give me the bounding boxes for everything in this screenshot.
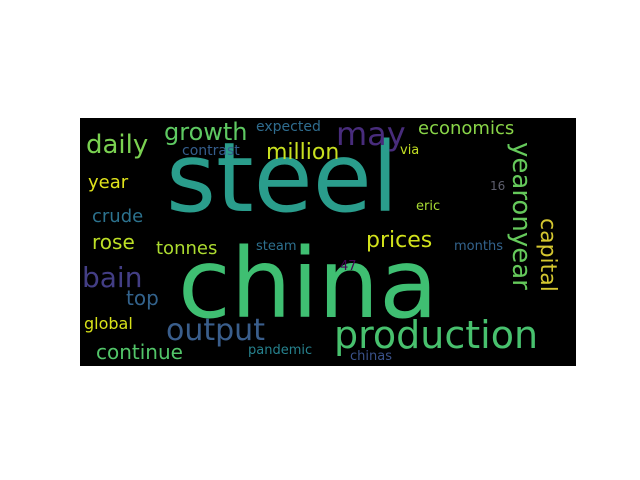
word-tonnes: tonnes bbox=[156, 238, 218, 259]
word-contrast: contrast bbox=[182, 143, 240, 159]
word-47: 47 bbox=[340, 259, 357, 274]
word-output: output bbox=[166, 313, 265, 348]
word-million: million bbox=[266, 140, 340, 165]
word-growth: growth bbox=[164, 118, 248, 146]
word-daily: daily bbox=[86, 130, 149, 160]
word-may: may bbox=[336, 118, 406, 153]
word-steel: steel bbox=[166, 122, 399, 234]
word-steam: steam bbox=[256, 239, 297, 254]
word-16: 16 bbox=[490, 179, 506, 193]
word-rose: rose bbox=[92, 230, 135, 254]
word-eric: eric bbox=[416, 199, 441, 214]
word-chinas: chinas bbox=[350, 349, 392, 364]
word-year: year bbox=[88, 172, 129, 193]
word-prices: prices bbox=[366, 228, 433, 253]
word-economics: economics bbox=[418, 118, 515, 139]
word-global: global bbox=[84, 314, 133, 333]
word-production: production bbox=[334, 313, 539, 357]
word-continue: continue bbox=[96, 340, 183, 364]
word-months: months bbox=[454, 239, 503, 254]
word-china: china bbox=[178, 228, 438, 340]
word-pandemic: pandemic bbox=[248, 343, 313, 358]
word-yearonyear: yearonyear bbox=[506, 142, 536, 290]
word-expected: expected bbox=[256, 119, 321, 135]
word-capital: capital bbox=[535, 218, 560, 292]
word-top: top bbox=[126, 286, 159, 310]
word-cloud: steel china production output may yearon… bbox=[80, 118, 576, 366]
word-via: via bbox=[400, 143, 420, 158]
word-crude: crude bbox=[92, 206, 144, 227]
word-bain: bain bbox=[82, 261, 143, 294]
